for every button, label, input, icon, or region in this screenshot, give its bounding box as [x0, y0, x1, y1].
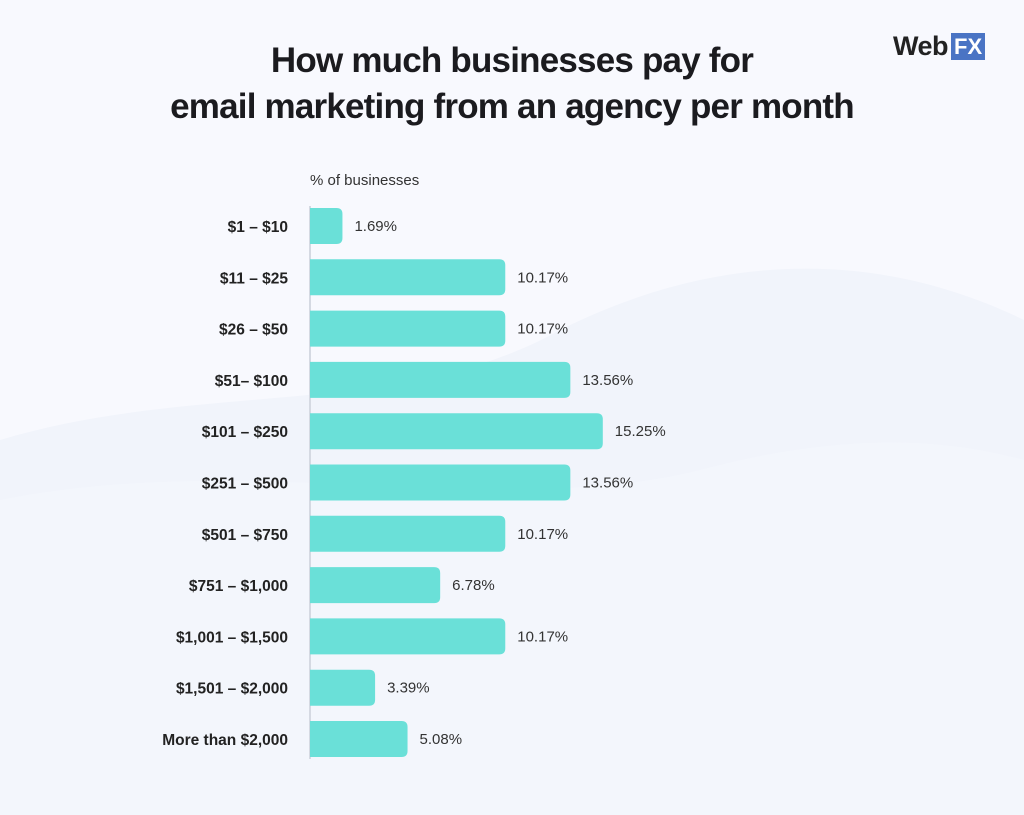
value-label: 6.78%: [452, 577, 495, 594]
webfx-logo: Web FX: [893, 31, 986, 62]
logo-box: FX: [951, 33, 986, 60]
value-label: 3.39%: [387, 680, 430, 697]
bar: [310, 208, 343, 244]
bar: [310, 669, 376, 706]
value-label: 5.08%: [420, 731, 463, 748]
bar: [310, 413, 603, 450]
category-label: $51– $100: [215, 373, 288, 390]
chart-title: How much businesses pay for email market…: [0, 38, 1024, 130]
value-label: 10.17%: [517, 269, 568, 286]
category-label: $101 – $250: [202, 424, 288, 441]
category-label: $11 – $25: [220, 270, 288, 287]
category-label: $251 – $500: [202, 476, 288, 493]
category-label: $1,501 – $2,000: [176, 681, 288, 698]
category-label: $501 – $750: [202, 527, 288, 544]
value-label: 10.17%: [517, 321, 568, 338]
bar: [310, 618, 506, 655]
logo-text: Web: [893, 31, 949, 61]
category-label: $1 – $10: [228, 219, 288, 236]
bar: [310, 310, 506, 347]
value-label: 15.25%: [615, 423, 666, 440]
title-line-2: email marketing from an agency per month: [170, 87, 855, 126]
bar: [310, 567, 441, 604]
category-label: More than $2,000: [162, 732, 288, 749]
bar: [310, 721, 408, 757]
value-label: 13.56%: [582, 372, 633, 389]
value-label: 10.17%: [517, 628, 568, 645]
category-label: $26 – $50: [219, 322, 288, 339]
value-label: 13.56%: [582, 475, 633, 492]
axis-label: % of businesses: [310, 172, 420, 189]
value-label: 10.17%: [517, 526, 568, 543]
title-line-1: How much businesses pay for: [270, 41, 754, 80]
bar: [310, 259, 506, 296]
value-label: 1.69%: [354, 218, 397, 235]
bar: [310, 464, 571, 501]
bar: [310, 515, 506, 552]
bar: [310, 361, 571, 398]
category-label: $1,001 – $1,500: [176, 629, 288, 646]
category-label: $751 – $1,000: [189, 578, 288, 595]
